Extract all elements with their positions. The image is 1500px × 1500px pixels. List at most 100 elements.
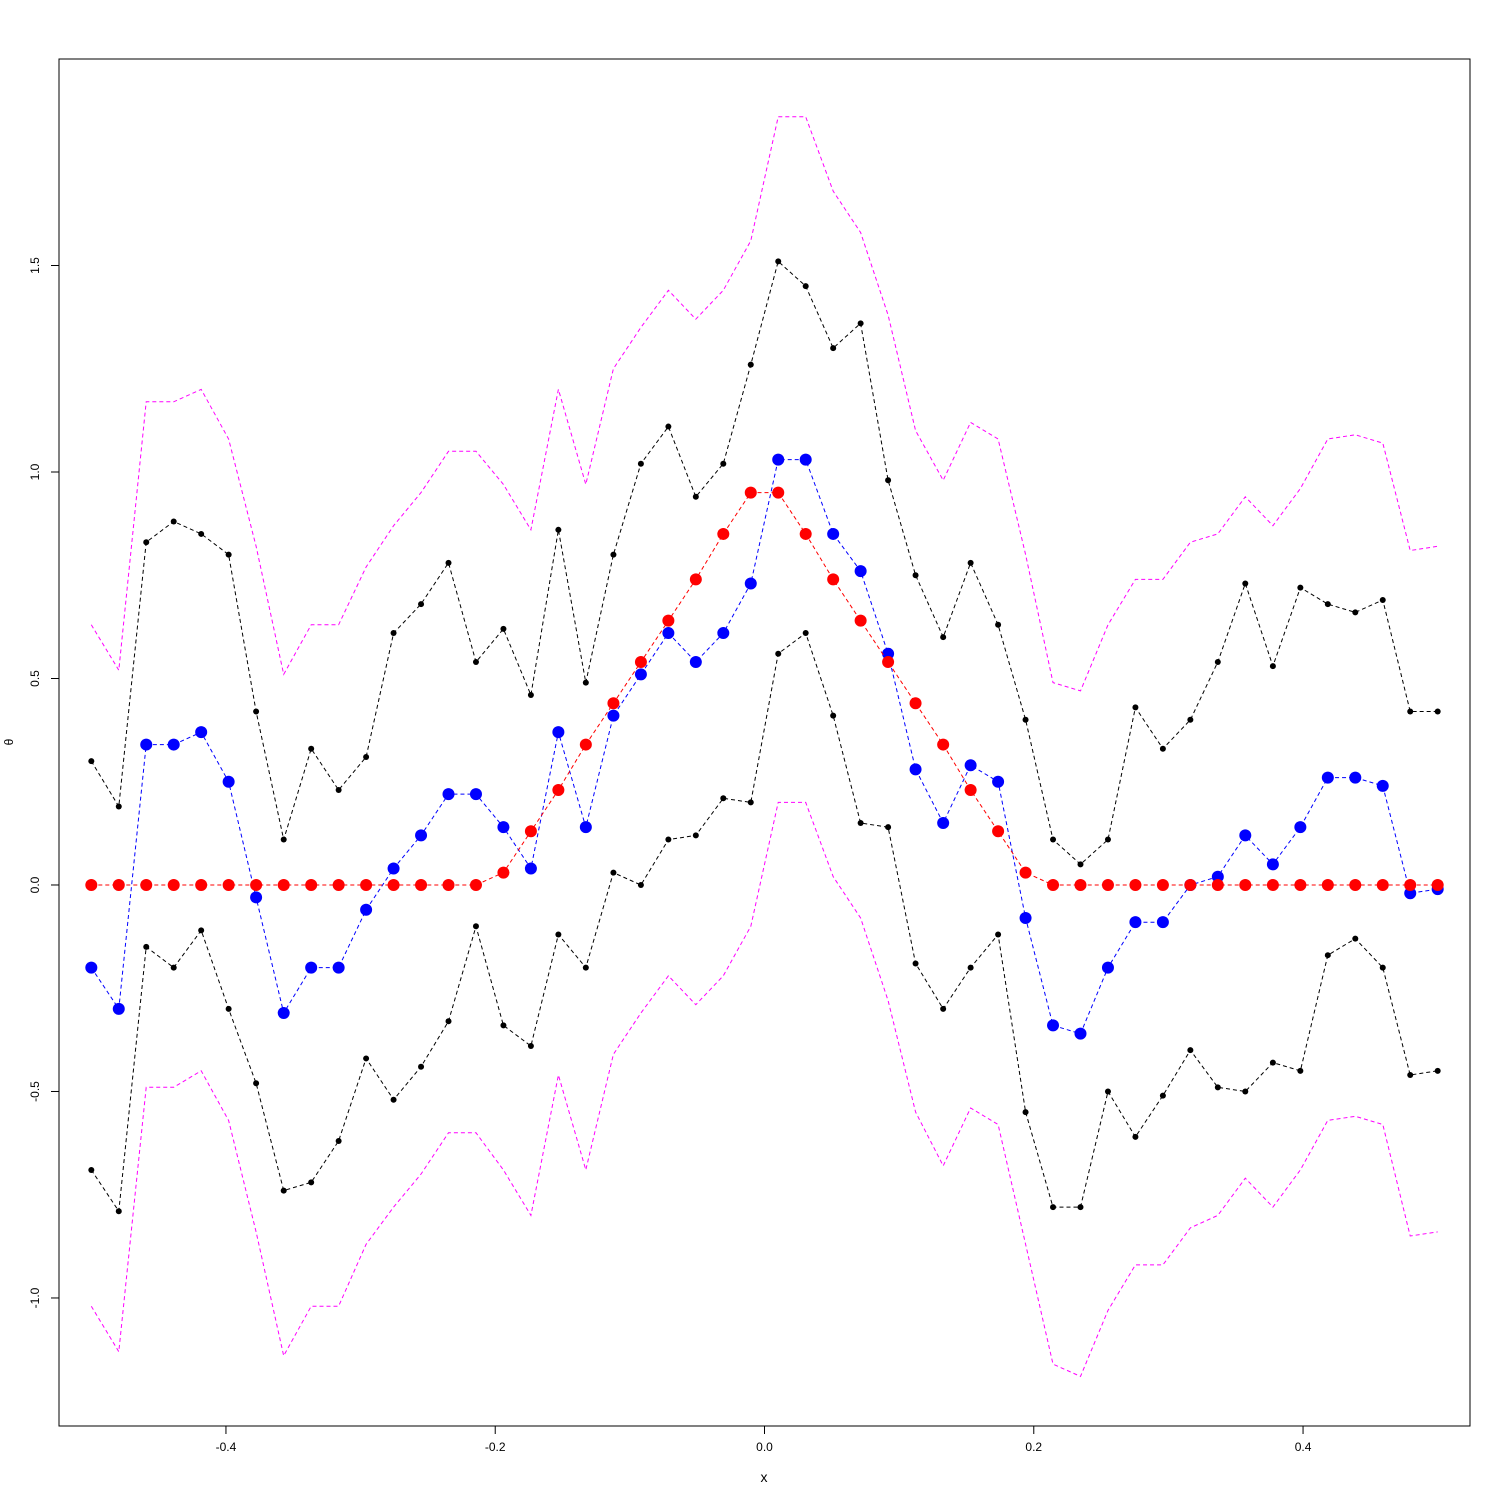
series-line bbox=[90, 459, 1438, 1035]
data-point bbox=[1269, 1059, 1276, 1066]
data-point bbox=[418, 1063, 425, 1070]
data-point bbox=[332, 878, 345, 891]
data-point bbox=[88, 758, 95, 765]
data-point bbox=[995, 931, 1002, 938]
data-point bbox=[744, 577, 757, 590]
data-point bbox=[442, 878, 455, 891]
data-point bbox=[1297, 584, 1304, 591]
data-point bbox=[140, 738, 153, 751]
data-point bbox=[940, 1005, 947, 1012]
data-point bbox=[1050, 1204, 1057, 1211]
data-point bbox=[582, 679, 589, 686]
data-point bbox=[1294, 821, 1307, 834]
y-tick-label: 1.0 bbox=[28, 463, 42, 480]
data-point bbox=[857, 820, 864, 827]
data-point bbox=[1104, 1088, 1111, 1095]
data-point bbox=[637, 881, 644, 888]
data-point bbox=[253, 1080, 260, 1087]
data-point bbox=[610, 869, 617, 876]
data-point bbox=[390, 630, 397, 637]
data-point bbox=[524, 825, 537, 838]
data-point bbox=[1376, 779, 1389, 792]
data-point bbox=[1266, 858, 1279, 871]
data-point bbox=[442, 788, 455, 801]
data-point bbox=[607, 697, 620, 710]
data-point bbox=[1294, 878, 1307, 891]
y-tick-label: 1.5 bbox=[28, 257, 42, 274]
data-point bbox=[305, 878, 318, 891]
data-point bbox=[1434, 1067, 1441, 1074]
data-point bbox=[1211, 870, 1224, 883]
data-point bbox=[1022, 716, 1029, 723]
data-point bbox=[555, 526, 562, 533]
data-point bbox=[937, 738, 950, 751]
data-point bbox=[854, 614, 867, 627]
data-point bbox=[830, 345, 837, 352]
data-point bbox=[1074, 1027, 1087, 1040]
data-point bbox=[445, 1018, 452, 1025]
data-point bbox=[1352, 609, 1359, 616]
series-3 bbox=[90, 801, 1438, 1378]
data-point bbox=[1352, 935, 1359, 942]
data-point bbox=[332, 961, 345, 974]
data-point bbox=[1239, 829, 1252, 842]
series-1 bbox=[88, 258, 1441, 868]
data-point bbox=[1321, 771, 1334, 784]
data-point bbox=[717, 527, 730, 540]
data-point bbox=[112, 878, 125, 891]
y-tick-label: 0.5 bbox=[28, 670, 42, 687]
data-point bbox=[1132, 704, 1139, 711]
series-line bbox=[91, 492, 1438, 886]
data-point bbox=[717, 627, 730, 640]
data-point bbox=[170, 964, 177, 971]
data-point bbox=[747, 799, 754, 806]
data-point bbox=[305, 961, 318, 974]
data-point bbox=[555, 931, 562, 938]
data-point bbox=[469, 878, 482, 891]
data-point bbox=[472, 923, 479, 930]
data-point bbox=[500, 625, 507, 632]
series-line bbox=[90, 632, 1438, 1213]
data-point bbox=[1019, 866, 1032, 879]
data-point bbox=[882, 655, 895, 668]
data-point bbox=[1187, 716, 1194, 723]
data-point bbox=[277, 878, 290, 891]
data-point bbox=[497, 821, 510, 834]
y-tick-label: -0.5 bbox=[28, 1081, 42, 1102]
data-point bbox=[992, 775, 1005, 788]
x-tick-label: 0.2 bbox=[1025, 1440, 1042, 1454]
data-point bbox=[692, 832, 699, 839]
series-5 bbox=[85, 486, 1444, 891]
data-point bbox=[964, 783, 977, 796]
x-tick-label: -0.2 bbox=[485, 1440, 506, 1454]
x-axis-title: x bbox=[761, 1469, 768, 1485]
data-point bbox=[524, 862, 537, 875]
data-point bbox=[689, 573, 702, 586]
data-point bbox=[195, 878, 208, 891]
data-point bbox=[607, 709, 620, 722]
data-point bbox=[170, 518, 177, 525]
series-layer bbox=[85, 116, 1444, 1378]
data-point bbox=[280, 836, 287, 843]
y-axis-title: θ bbox=[2, 738, 16, 745]
data-point bbox=[552, 783, 565, 796]
data-point bbox=[634, 668, 647, 681]
data-point bbox=[772, 453, 785, 466]
data-point bbox=[527, 1043, 534, 1050]
data-point bbox=[222, 775, 235, 788]
data-point bbox=[1047, 1019, 1060, 1032]
data-point bbox=[1074, 878, 1087, 891]
x-tick-label: 0.0 bbox=[756, 1440, 773, 1454]
data-point bbox=[1129, 878, 1142, 891]
data-point bbox=[1324, 601, 1331, 608]
data-point bbox=[1104, 836, 1111, 843]
data-point bbox=[744, 486, 757, 499]
data-point bbox=[280, 1187, 287, 1194]
data-point bbox=[140, 878, 153, 891]
data-point bbox=[1239, 878, 1252, 891]
data-point bbox=[1404, 878, 1417, 891]
data-point bbox=[500, 1022, 507, 1029]
data-point bbox=[662, 627, 675, 640]
data-point bbox=[335, 1138, 342, 1145]
